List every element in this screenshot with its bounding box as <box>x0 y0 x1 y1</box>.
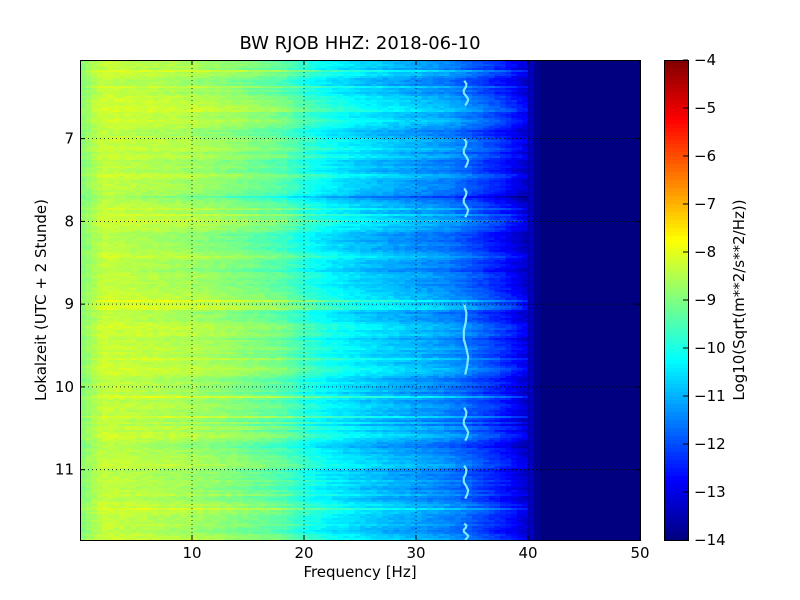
chart-title: BW RJOB HHZ: 2018-06-10 <box>239 33 480 54</box>
plot-area <box>80 60 641 541</box>
